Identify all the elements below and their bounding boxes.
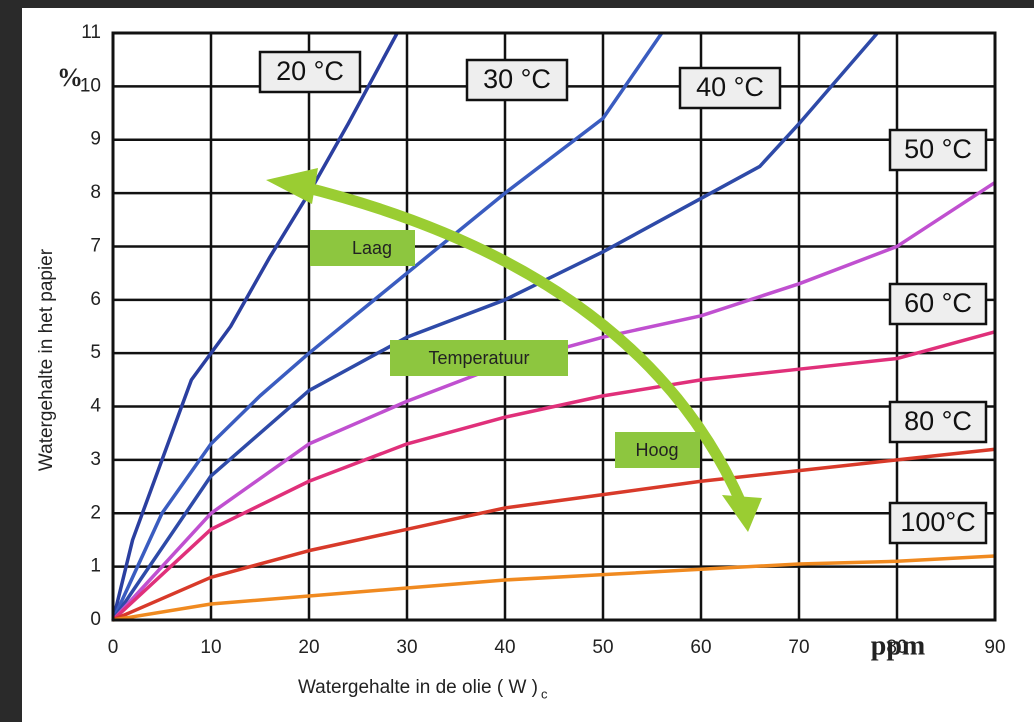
y-tick-label: 11 (81, 22, 101, 43)
legend-label: 30 °C (483, 64, 551, 94)
legend-label: 80 °C (904, 406, 972, 436)
x-tick-label: 90 (984, 637, 1005, 658)
legend-label: 100°C (900, 507, 975, 537)
x-tick-label: 50 (592, 637, 613, 658)
legend-label: 60 °C (904, 288, 972, 318)
x-tick-label: 40 (494, 637, 515, 658)
y-tick-label: 1 (90, 556, 101, 577)
y-tick-label: 9 (90, 129, 101, 150)
y-tick-label: 6 (90, 289, 101, 310)
x-tick-label: 10 (200, 637, 221, 658)
x-tick-label: 30 (396, 637, 417, 658)
x-axis-title-subscript: c (541, 686, 548, 701)
legend-label: 50 °C (904, 134, 972, 164)
x-tick-label: 80 (886, 637, 907, 658)
x-axis-title: Watergehalte in de olie ( W ) (298, 677, 538, 698)
y-tick-label: 2 (90, 502, 101, 523)
y-tick-label: 10 (80, 75, 101, 96)
y-tick-label: 3 (90, 449, 101, 470)
annotation: Laag (352, 238, 392, 258)
x-tick-label: 60 (690, 637, 711, 658)
legend-label: 40 °C (696, 72, 764, 102)
x-tick-label: 70 (788, 637, 809, 658)
y-tick-label: 8 (90, 182, 101, 203)
annotation: Hoog (635, 440, 678, 460)
chart: 20 °C 30 °C 40 °C 50 °C 60 °C 80 °C 100°C Laag… (0, 0, 1034, 722)
legend-label: 20 °C (276, 56, 344, 86)
y-axis-title: Watergehalte in het papier (36, 248, 57, 471)
x-tick-label: 0 (108, 637, 119, 658)
y-tick-label: 7 (90, 235, 101, 256)
y-tick-label: 5 (90, 342, 101, 363)
annotation: Temperatuur (428, 348, 529, 368)
y-tick-label: 0 (90, 609, 101, 630)
x-tick-label: 20 (298, 637, 319, 658)
y-tick-label: 4 (90, 396, 101, 417)
